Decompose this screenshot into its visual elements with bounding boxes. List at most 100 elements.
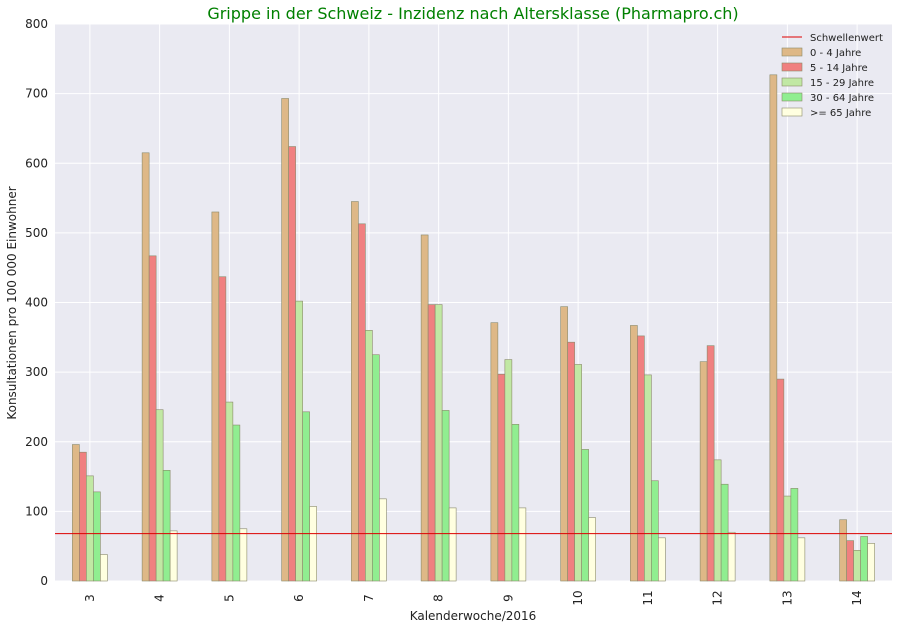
- bar: [574, 364, 582, 582]
- x-tick-label: 13: [780, 590, 794, 605]
- y-axis-label: Konsultationen pro 100 000 Einwohner: [5, 186, 19, 419]
- legend-swatch: [781, 47, 803, 57]
- bar: [727, 531, 736, 582]
- bar: [776, 378, 785, 582]
- bar: [427, 304, 436, 582]
- legend: Schwellenwert 0 - 4 Jahre 5 - 14 Jahre 15 -…: [781, 33, 883, 119]
- bar: [162, 469, 171, 582]
- bar: [706, 345, 715, 582]
- bar: [797, 537, 806, 582]
- bar: [560, 306, 568, 582]
- legend-swatch: [781, 62, 803, 72]
- bar: [141, 152, 150, 582]
- bar: [100, 554, 108, 582]
- x-tick-label: 10: [571, 590, 585, 605]
- y-tick-label: 300: [25, 365, 48, 379]
- bar: [225, 401, 234, 582]
- bar: [860, 536, 868, 582]
- legend-label: Schwellenwert: [810, 33, 883, 44]
- bar: [658, 537, 666, 582]
- bar: [295, 300, 303, 582]
- y-tick-label: 500: [25, 226, 48, 240]
- bar: [581, 449, 589, 582]
- bar: [309, 506, 317, 582]
- bar: [567, 341, 575, 582]
- x-tick-label: 14: [850, 590, 864, 605]
- bar: [637, 335, 645, 582]
- bar: [720, 483, 729, 582]
- legend-swatch: [781, 77, 803, 87]
- bar: [379, 498, 387, 582]
- bar: [790, 488, 799, 582]
- chart-title: Grippe in der Schweiz - Inzidenz nach Al…: [207, 4, 738, 23]
- bar: [490, 322, 499, 582]
- x-axis-ticks: 3 4 5 6 7 8 9 10 11 12 13 14: [83, 590, 864, 605]
- y-tick-label: 600: [25, 156, 48, 170]
- bar: [846, 540, 854, 582]
- legend-label: 15 - 29 Jahre: [810, 78, 874, 89]
- bar: [169, 530, 178, 582]
- bar: [441, 410, 450, 582]
- bar: [302, 411, 310, 582]
- legend-swatch: [781, 107, 803, 117]
- y-tick-label: 400: [25, 296, 48, 310]
- bar: [630, 325, 638, 582]
- legend-label: 30 - 64 Jahre: [810, 93, 874, 104]
- x-tick-label: 4: [153, 594, 167, 602]
- legend-swatch: [781, 92, 803, 102]
- bar: [867, 543, 875, 582]
- bar: [853, 550, 861, 582]
- bar: [504, 359, 513, 582]
- legend-label: 5 - 14 Jahre: [810, 63, 868, 74]
- bar: [839, 519, 847, 582]
- bar: [713, 459, 722, 582]
- bar: [358, 223, 366, 582]
- bar: [211, 211, 220, 582]
- bar: [281, 98, 289, 582]
- bar: [420, 234, 429, 582]
- x-tick-label: 7: [362, 594, 376, 602]
- bar: [72, 444, 80, 582]
- y-tick-label: 700: [25, 87, 48, 101]
- bar: [588, 517, 596, 582]
- bar: [79, 451, 87, 582]
- x-tick-label: 5: [222, 594, 236, 602]
- bar: [218, 276, 227, 582]
- bar: [497, 373, 506, 582]
- bar: [93, 491, 101, 582]
- y-tick-label: 800: [25, 17, 48, 31]
- legend-label: >= 65 Jahre: [810, 108, 871, 119]
- x-tick-label: 3: [83, 594, 97, 602]
- x-tick-label: 9: [501, 594, 515, 602]
- bar: [699, 361, 708, 582]
- bars: [72, 74, 875, 582]
- x-tick-label: 6: [292, 594, 306, 602]
- y-axis-ticks: 0 100 200 300 400 500 600 700 800: [25, 17, 48, 588]
- bar: [365, 330, 373, 582]
- legend-label: 0 - 4 Jahre: [810, 48, 861, 59]
- bar: [434, 304, 443, 582]
- bar: [288, 146, 296, 582]
- bar: [783, 495, 792, 582]
- y-tick-label: 200: [25, 435, 48, 449]
- bar: [148, 255, 157, 582]
- bar: [351, 201, 359, 582]
- y-tick-label: 100: [25, 504, 48, 518]
- y-tick-label: 0: [40, 574, 48, 588]
- bar: [448, 507, 457, 582]
- x-tick-label: 8: [432, 594, 446, 602]
- bar: [769, 74, 778, 582]
- bar: [644, 374, 652, 582]
- bar: [232, 424, 241, 582]
- x-axis-label: Kalenderwoche/2016: [410, 609, 537, 623]
- bar: [651, 480, 659, 582]
- x-tick-label: 11: [641, 590, 655, 605]
- bar: [518, 507, 527, 582]
- bar: [511, 424, 520, 582]
- bar: [86, 475, 94, 582]
- bar: [239, 528, 248, 582]
- bar: [155, 409, 164, 582]
- bar: [372, 354, 380, 582]
- x-tick-label: 12: [711, 590, 725, 605]
